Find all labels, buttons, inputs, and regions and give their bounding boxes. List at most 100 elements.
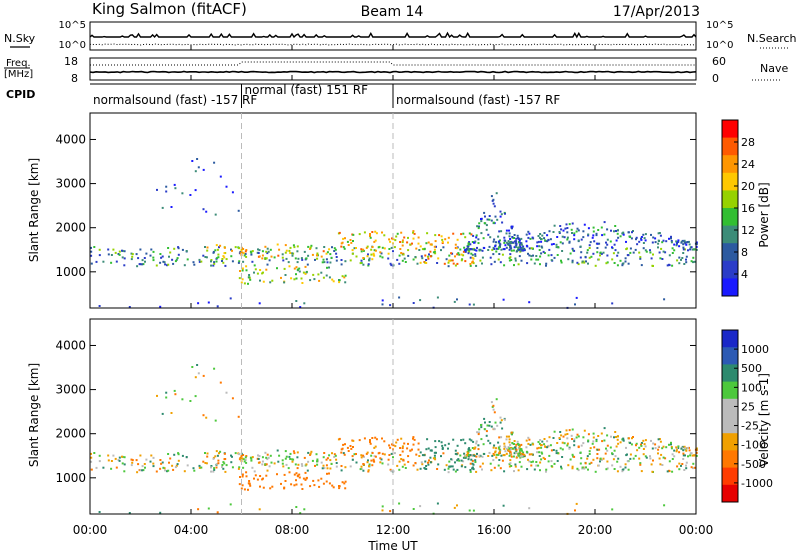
- velocity-cell: [476, 452, 478, 455]
- velocity-cell: [560, 465, 562, 468]
- power-cell: [370, 253, 373, 256]
- velocity-cell: [479, 465, 482, 468]
- velocity-cell: [492, 446, 495, 449]
- power-cell: [273, 256, 276, 259]
- velocity-cell: [585, 466, 587, 469]
- power-cell: [369, 236, 372, 239]
- power-cell: [469, 263, 472, 265]
- velocity-cell: [265, 456, 268, 459]
- velocity-cell: [505, 447, 508, 450]
- power-cell: [476, 225, 479, 228]
- velocity-cell: [400, 437, 403, 440]
- velocity-cell: [394, 445, 397, 448]
- power-cell: [301, 258, 304, 261]
- power-cell: [571, 261, 574, 264]
- colorbar-swatch: [722, 172, 738, 191]
- velocity-cell: [499, 416, 502, 419]
- power-cell: [419, 245, 422, 248]
- velocity-cell: [617, 435, 619, 438]
- velocity-cell: [393, 452, 396, 455]
- power-cell: [640, 264, 643, 267]
- velocity-cell: [216, 463, 219, 466]
- power-cell: [294, 257, 297, 260]
- velocity-cell: [579, 451, 582, 454]
- power-cell: [471, 253, 474, 256]
- velocity-cell: [118, 459, 121, 462]
- power-cell: [566, 236, 569, 239]
- velocity-cell: [121, 462, 124, 465]
- velocity-cell: [468, 509, 471, 512]
- power-cell: [189, 194, 192, 196]
- power-cell: [381, 231, 383, 234]
- power-cell: [402, 253, 405, 256]
- power-cell: [560, 259, 562, 262]
- power-cell: [323, 261, 326, 264]
- power-cell: [427, 257, 430, 260]
- velocity-cell: [627, 437, 630, 440]
- power-cell: [245, 265, 248, 268]
- velocity-cell: [467, 454, 470, 457]
- velocity-cell: [684, 447, 687, 450]
- velocity-cell: [625, 454, 628, 457]
- velocity-cell: [141, 465, 144, 468]
- power-cell: [395, 235, 398, 238]
- velocity-cell: [587, 468, 589, 471]
- velocity-cell: [241, 457, 244, 460]
- velocity-cell: [331, 484, 334, 487]
- velocity-cell: [557, 452, 559, 455]
- power-cell: [496, 218, 499, 221]
- velocity-cell: [291, 458, 294, 461]
- velocity-cell: [266, 458, 269, 461]
- power-cell: [383, 234, 386, 237]
- power-cell: [676, 259, 679, 262]
- velocity-cell: [452, 438, 455, 441]
- velocity-cell: [269, 454, 272, 457]
- velocity-cell: [371, 464, 374, 467]
- power-cell: [493, 238, 496, 241]
- noise-sky-series: [89, 31, 697, 39]
- power-cell: [603, 221, 606, 224]
- colorbar-swatch: [722, 467, 738, 486]
- velocity-cell: [331, 452, 333, 455]
- power-cell: [225, 258, 228, 261]
- power-cell: [477, 227, 480, 230]
- power-cell: [513, 234, 516, 236]
- velocity-cell: [390, 452, 393, 455]
- velocity-cell: [691, 454, 694, 457]
- x-tick-label: 20:00: [578, 523, 613, 537]
- power-cell: [421, 257, 424, 260]
- velocity-cell: [575, 436, 578, 439]
- velocity-cell: [556, 442, 559, 444]
- power-cell: [523, 249, 526, 252]
- velocity-cell: [532, 443, 535, 446]
- power-cell: [617, 236, 620, 239]
- velocity-cell: [657, 438, 660, 441]
- power-cell: [216, 257, 219, 260]
- velocity-cell: [520, 455, 522, 458]
- power-cell: [194, 170, 197, 173]
- velocity-cell: [556, 460, 559, 462]
- velocity-cell: [640, 443, 642, 446]
- power-cell: [411, 242, 413, 245]
- velocity-cell: [377, 452, 380, 455]
- velocity-cell: [528, 507, 531, 510]
- power-cell: [619, 259, 622, 262]
- velocity-cell: [576, 467, 579, 470]
- velocity-cell: [309, 453, 312, 456]
- power-cell: [488, 245, 491, 248]
- power-cell: [118, 253, 121, 256]
- power-cell: [441, 241, 444, 243]
- power-cell: [452, 232, 455, 235]
- power-cell: [687, 249, 689, 252]
- power-cell: [295, 273, 297, 276]
- power-colorbar-label: Power [dB]: [757, 182, 771, 247]
- power-cell: [668, 263, 670, 266]
- power-cell: [464, 260, 467, 263]
- velocity-cell: [500, 454, 503, 457]
- velocity-cell: [296, 474, 299, 477]
- velocity-cell: [237, 415, 240, 418]
- velocity-cell: [493, 411, 496, 414]
- power-cell: [664, 251, 667, 254]
- velocity-cell: [659, 463, 662, 466]
